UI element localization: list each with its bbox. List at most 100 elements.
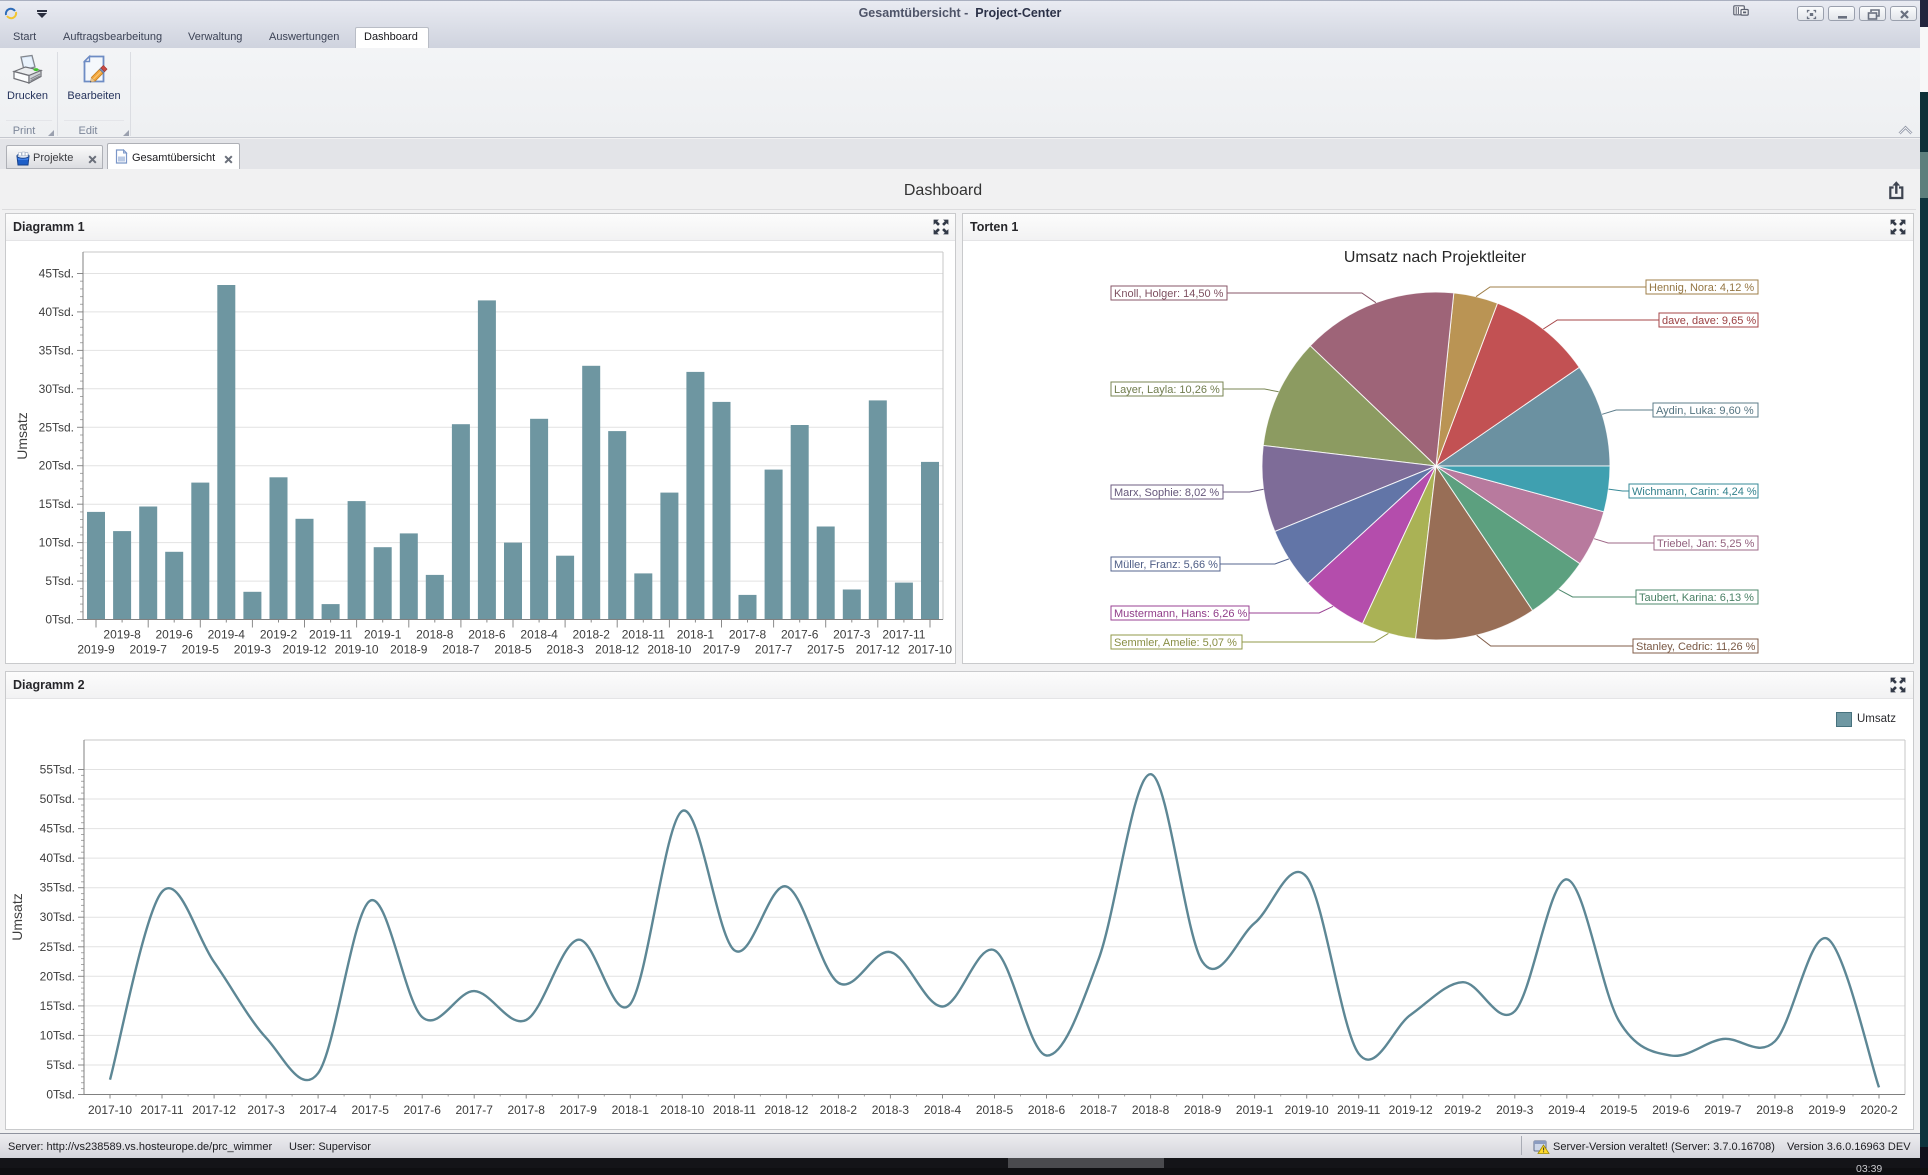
- svg-text:2017-7: 2017-7: [456, 1103, 494, 1117]
- svg-text:2018-12: 2018-12: [764, 1103, 808, 1117]
- svg-text:55Tsd.: 55Tsd.: [40, 763, 75, 777]
- svg-text:dave, dave: 9,65 %: dave, dave: 9,65 %: [1662, 315, 1756, 327]
- svg-text:2019-5: 2019-5: [182, 643, 220, 657]
- svg-text:2017-3: 2017-3: [247, 1103, 285, 1117]
- svg-text:2019-11: 2019-11: [309, 628, 352, 642]
- svg-text:2018-9: 2018-9: [390, 643, 428, 657]
- svg-text:35Tsd.: 35Tsd.: [39, 343, 74, 357]
- svg-text:2018-4: 2018-4: [520, 628, 558, 642]
- svg-text:Wichmann, Carin: 4,24 %: Wichmann, Carin: 4,24 %: [1632, 486, 1757, 498]
- svg-text:Umsatz: Umsatz: [9, 893, 25, 940]
- svg-text:2019-8: 2019-8: [1756, 1103, 1794, 1117]
- svg-text:2018-3: 2018-3: [546, 643, 584, 657]
- svg-text:2018-9: 2018-9: [1184, 1103, 1222, 1117]
- svg-text:2017-4: 2017-4: [299, 1103, 337, 1117]
- svg-text:2019-2: 2019-2: [1444, 1103, 1482, 1117]
- svg-text:20Tsd.: 20Tsd.: [39, 459, 74, 473]
- svg-text:15Tsd.: 15Tsd.: [40, 999, 75, 1013]
- svg-text:2018-10: 2018-10: [660, 1103, 704, 1117]
- svg-text:15Tsd.: 15Tsd.: [39, 497, 74, 511]
- svg-text:Stanley, Cedric: 11,26 %: Stanley, Cedric: 11,26 %: [1636, 641, 1756, 653]
- svg-text:2018-7: 2018-7: [1080, 1103, 1118, 1117]
- svg-text:2018-11: 2018-11: [713, 1103, 756, 1117]
- svg-text:2018-1: 2018-1: [677, 628, 715, 642]
- svg-text:2019-4: 2019-4: [1548, 1103, 1586, 1117]
- svg-text:30Tsd.: 30Tsd.: [39, 382, 74, 396]
- svg-text:2017-11: 2017-11: [140, 1103, 183, 1117]
- svg-text:2017-6: 2017-6: [781, 628, 819, 642]
- svg-text:Umsatz nach Projektleiter: Umsatz nach Projektleiter: [1344, 249, 1527, 266]
- svg-text:2018-6: 2018-6: [468, 628, 506, 642]
- svg-text:2018-5: 2018-5: [976, 1103, 1014, 1117]
- svg-text:2019-1: 2019-1: [364, 628, 402, 642]
- svg-text:30Tsd.: 30Tsd.: [40, 910, 75, 924]
- svg-text:2019-7: 2019-7: [1704, 1103, 1742, 1117]
- svg-text:2017-11: 2017-11: [882, 628, 925, 642]
- svg-text:0Tsd.: 0Tsd.: [45, 613, 74, 627]
- svg-text:2019-12: 2019-12: [1389, 1103, 1433, 1117]
- svg-text:2017-12: 2017-12: [192, 1103, 236, 1117]
- svg-text:2019-1: 2019-1: [1236, 1103, 1274, 1117]
- svg-text:2019-5: 2019-5: [1600, 1103, 1638, 1117]
- svg-text:0Tsd.: 0Tsd.: [46, 1088, 75, 1102]
- svg-text:2018-12: 2018-12: [595, 643, 639, 657]
- svg-text:5Tsd.: 5Tsd.: [46, 1058, 75, 1072]
- svg-text:2020-2: 2020-2: [1860, 1103, 1898, 1117]
- svg-text:2017-7: 2017-7: [755, 643, 793, 657]
- svg-text:2018-3: 2018-3: [872, 1103, 910, 1117]
- svg-text:Layer, Layla: 10,26 %: Layer, Layla: 10,26 %: [1114, 384, 1220, 396]
- svg-text:2017-6: 2017-6: [404, 1103, 442, 1117]
- svg-text:2019-10: 2019-10: [335, 643, 379, 657]
- svg-text:Aydin, Luka: 9,60 %: Aydin, Luka: 9,60 %: [1656, 405, 1754, 417]
- svg-text:2017-9: 2017-9: [560, 1103, 598, 1117]
- svg-text:2018-6: 2018-6: [1028, 1103, 1066, 1117]
- svg-text:2019-8: 2019-8: [103, 628, 141, 642]
- svg-text:10Tsd.: 10Tsd.: [39, 536, 74, 550]
- svg-text:2019-6: 2019-6: [1652, 1103, 1690, 1117]
- svg-text:20Tsd.: 20Tsd.: [40, 969, 75, 983]
- svg-text:2017-8: 2017-8: [729, 628, 767, 642]
- svg-text:2019-11: 2019-11: [1337, 1103, 1380, 1117]
- svg-text:2019-4: 2019-4: [208, 628, 246, 642]
- svg-text:10Tsd.: 10Tsd.: [40, 1028, 75, 1042]
- svg-text:2017-5: 2017-5: [807, 643, 845, 657]
- svg-text:40Tsd.: 40Tsd.: [40, 851, 75, 865]
- svg-text:2019-10: 2019-10: [1285, 1103, 1329, 1117]
- svg-text:2017-10: 2017-10: [88, 1103, 132, 1117]
- svg-text:45Tsd.: 45Tsd.: [39, 267, 74, 281]
- svg-text:2019-7: 2019-7: [130, 643, 168, 657]
- svg-text:Taubert, Karina: 6,13 %: Taubert, Karina: 6,13 %: [1639, 592, 1754, 604]
- svg-text:2019-2: 2019-2: [260, 628, 298, 642]
- svg-text:2019-9: 2019-9: [77, 643, 115, 657]
- svg-text:Marx, Sophie: 8,02 %: Marx, Sophie: 8,02 %: [1114, 487, 1219, 499]
- svg-text:2019-12: 2019-12: [282, 643, 326, 657]
- svg-text:Umsatz: Umsatz: [14, 412, 30, 459]
- svg-text:25Tsd.: 25Tsd.: [40, 940, 75, 954]
- svg-text:2018-10: 2018-10: [647, 643, 691, 657]
- svg-text:40Tsd.: 40Tsd.: [39, 305, 74, 319]
- svg-text:Knoll, Holger: 14,50 %: Knoll, Holger: 14,50 %: [1114, 288, 1224, 300]
- svg-text:2018-8: 2018-8: [1132, 1103, 1170, 1117]
- svg-text:2018-11: 2018-11: [622, 628, 665, 642]
- svg-text:2018-4: 2018-4: [924, 1103, 962, 1117]
- svg-text:35Tsd.: 35Tsd.: [40, 881, 75, 895]
- svg-text:2019-3: 2019-3: [1496, 1103, 1534, 1117]
- svg-text:2018-1: 2018-1: [612, 1103, 650, 1117]
- svg-text:5Tsd.: 5Tsd.: [45, 574, 74, 588]
- svg-text:2017-10: 2017-10: [908, 643, 952, 657]
- svg-text:2017-3: 2017-3: [833, 628, 871, 642]
- svg-text:2019-3: 2019-3: [234, 643, 272, 657]
- svg-text:2018-8: 2018-8: [416, 628, 454, 642]
- svg-text:2018-2: 2018-2: [820, 1103, 858, 1117]
- svg-text:2017-5: 2017-5: [352, 1103, 390, 1117]
- svg-text:50Tsd.: 50Tsd.: [40, 792, 75, 806]
- svg-text:Hennig, Nora: 4,12 %: Hennig, Nora: 4,12 %: [1649, 282, 1754, 294]
- svg-text:Semmler, Amelie: 5,07 %: Semmler, Amelie: 5,07 %: [1114, 637, 1237, 649]
- svg-text:Triebel, Jan: 5,25 %: Triebel, Jan: 5,25 %: [1657, 538, 1755, 550]
- svg-text:45Tsd.: 45Tsd.: [40, 822, 75, 836]
- svg-text:2017-12: 2017-12: [856, 643, 900, 657]
- svg-text:2019-9: 2019-9: [1808, 1103, 1846, 1117]
- svg-text:2017-8: 2017-8: [508, 1103, 546, 1117]
- svg-text:Müller, Franz: 5,66 %: Müller, Franz: 5,66 %: [1114, 559, 1218, 571]
- svg-text:25Tsd.: 25Tsd.: [39, 420, 74, 434]
